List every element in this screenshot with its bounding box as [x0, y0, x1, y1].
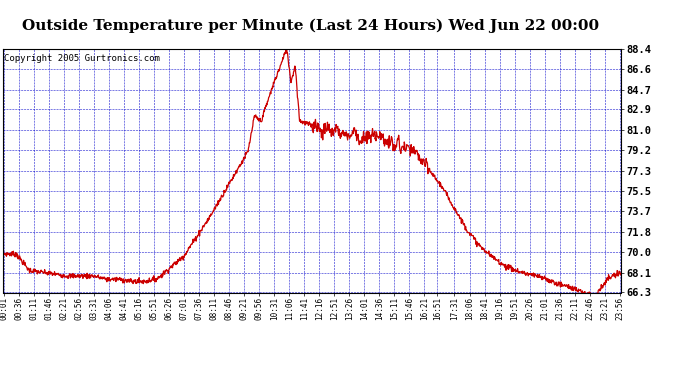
Text: Copyright 2005 Gurtronics.com: Copyright 2005 Gurtronics.com — [4, 54, 160, 63]
Text: Outside Temperature per Minute (Last 24 Hours) Wed Jun 22 00:00: Outside Temperature per Minute (Last 24 … — [22, 19, 599, 33]
